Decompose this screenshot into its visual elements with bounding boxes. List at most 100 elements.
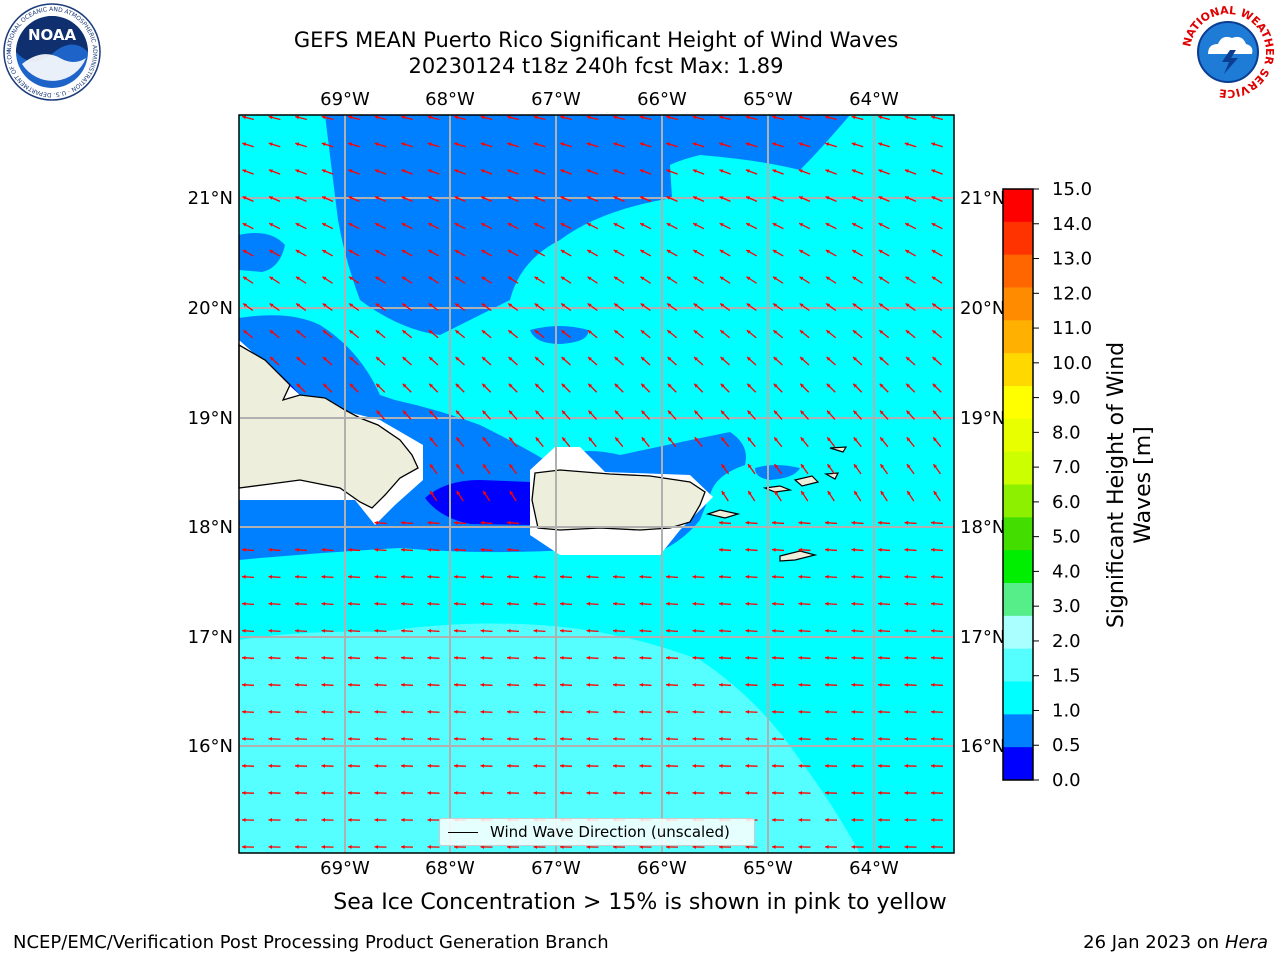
wave-direction-arrow — [508, 383, 518, 393]
wave-direction-arrow — [375, 276, 386, 284]
wave-direction-arrow — [824, 547, 838, 552]
lon-label-bottom: 67°W — [531, 858, 581, 879]
wave-direction-arrow — [719, 302, 731, 312]
wave-direction-arrow — [824, 628, 838, 633]
wave-direction-arrow — [374, 547, 387, 552]
wave-direction-arrow — [851, 709, 864, 714]
wave-direction-arrow — [533, 601, 546, 606]
colorbar-segment — [1003, 747, 1033, 781]
wave-direction-arrow — [428, 329, 439, 339]
wave-direction-arrow — [800, 436, 809, 448]
wave-direction-arrow — [559, 791, 573, 795]
wave-direction-arrow — [747, 436, 756, 448]
wave-direction-arrow — [321, 655, 334, 660]
wave-direction-arrow — [321, 791, 334, 795]
colorbar-segment — [1003, 583, 1033, 617]
wave-direction-arrow — [241, 574, 255, 579]
wave-direction-arrow — [905, 276, 916, 284]
colorbar-segment — [1003, 353, 1033, 387]
wave-direction-arrow — [693, 302, 704, 312]
wave-direction-arrow — [374, 682, 387, 687]
wave-direction-arrow — [930, 736, 944, 741]
wave-direction-arrow — [480, 709, 493, 714]
wave-direction-arrow — [455, 436, 465, 448]
wave-direction-arrow — [294, 818, 308, 822]
chart-title: GEFS MEAN Puerto Rico Significant Height… — [293, 28, 899, 52]
wave-direction-arrow — [613, 249, 625, 257]
colorbar-tick-label: 13.0 — [1052, 249, 1092, 270]
wave-direction-arrow — [587, 356, 598, 366]
wave-direction-arrow — [507, 276, 519, 284]
wave-direction-arrow — [877, 736, 891, 741]
wave-direction-arrow — [851, 520, 864, 525]
wave-direction-arrow — [348, 142, 360, 148]
wave-direction-arrow — [428, 383, 439, 393]
wave-direction-arrow — [666, 115, 678, 121]
hispaniola-land — [238, 343, 419, 509]
wave-direction-arrow — [268, 709, 281, 714]
wave-direction-arrow — [612, 791, 626, 795]
wave-direction-arrow — [825, 329, 837, 339]
wave-direction-arrow — [693, 383, 704, 393]
wave-direction-arrow — [321, 196, 334, 202]
lat-label-left: 17°N — [188, 627, 233, 648]
wave-direction-arrow — [718, 736, 732, 741]
wave-direction-arrow — [560, 276, 572, 284]
wave-direction-arrow — [718, 574, 732, 579]
wave-direction-arrow — [639, 628, 652, 633]
wave-direction-arrow — [906, 436, 915, 448]
wave-direction-arrow — [877, 709, 891, 714]
wave-direction-arrow — [374, 520, 387, 525]
wave-direction-arrow — [268, 818, 281, 822]
wave-direction-arrow — [931, 302, 943, 312]
wave-direction-arrow — [904, 791, 917, 795]
wave-direction-arrow — [719, 329, 731, 339]
wave-direction-arrow — [877, 763, 891, 768]
wave-direction-arrow — [480, 249, 493, 257]
wave-direction-arrow — [905, 410, 916, 420]
wave-direction-arrow — [826, 436, 836, 448]
wave-direction-arrow — [455, 356, 465, 366]
wave-direction-arrow — [560, 142, 572, 148]
wave-direction-arrow — [242, 115, 254, 121]
wave-direction-arrow — [851, 682, 864, 687]
wave-direction-arrow — [746, 410, 757, 420]
wave-direction-arrow — [905, 302, 916, 312]
lat-label-right: 18°N — [960, 517, 1005, 538]
wave-direction-arrow — [719, 115, 731, 121]
wave-direction-arrow — [321, 763, 334, 768]
wave-direction-arrow — [533, 709, 546, 714]
wave-direction-arrow — [904, 520, 917, 525]
wave-direction-arrow — [507, 142, 519, 148]
wave-direction-arrow — [798, 222, 811, 230]
wave-direction-arrow — [507, 222, 519, 230]
colorbar-segment — [1003, 550, 1033, 584]
wave-direction-arrow — [402, 356, 412, 366]
wave-direction-arrow — [374, 249, 387, 257]
wave-direction-arrow — [427, 574, 440, 579]
colorbar-segment — [1003, 681, 1033, 715]
lat-label-right: 19°N — [960, 408, 1005, 429]
wave-direction-arrow — [639, 222, 652, 230]
wave-direction-arrow — [321, 845, 334, 849]
wave-direction-arrow — [587, 383, 598, 393]
wave-direction-arrow — [667, 436, 677, 448]
wave-direction-arrow — [824, 709, 838, 714]
wave-direction-arrow — [482, 490, 491, 502]
wave-region-0.0-0.5-mona — [425, 480, 532, 525]
wave-direction-arrow — [772, 222, 784, 230]
wave-direction-arrow — [242, 329, 254, 339]
wave-direction-arrow — [347, 601, 361, 606]
wave-direction-arrow — [904, 547, 917, 552]
lon-label-top: 67°W — [531, 89, 581, 110]
wave-direction-arrow — [798, 169, 811, 175]
wave-direction-arrow — [480, 169, 493, 175]
wave-direction-arrow — [322, 276, 333, 284]
nws-logo: NATIONAL WEATHER SERVICE — [1180, 4, 1276, 100]
lon-label-top: 65°W — [743, 89, 793, 110]
wave-direction-arrow — [906, 463, 915, 475]
wave-direction-arrow — [799, 329, 810, 339]
wave-direction-arrow — [771, 601, 785, 606]
wave-direction-arrow — [374, 709, 387, 714]
wave-direction-arrow — [375, 383, 386, 393]
